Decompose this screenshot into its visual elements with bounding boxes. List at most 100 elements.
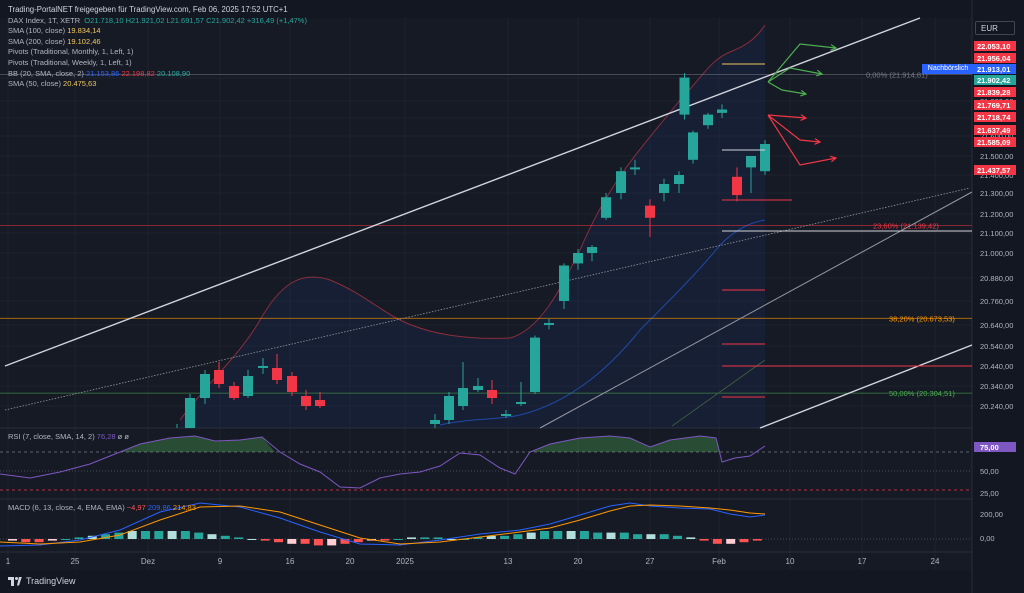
time-tick: 20 — [574, 557, 583, 566]
candle-body — [688, 132, 698, 160]
macd-hist-bar — [659, 534, 669, 539]
projection-arrow-head — [800, 89, 808, 97]
macd-hist: −4,97 — [126, 503, 146, 512]
time-tick: 1 — [6, 557, 11, 566]
candle-body — [760, 144, 770, 172]
rsi-value: 76,28 — [96, 432, 116, 441]
rsi-label: RSI (7, close, SMA, 14, 2) — [8, 432, 95, 441]
macd-hist-bar — [540, 531, 549, 539]
projection-arrow-line — [767, 114, 821, 143]
projection-arrow-head — [814, 138, 822, 145]
candle-body — [679, 77, 690, 115]
candle-body — [717, 109, 727, 113]
price-label-bg — [974, 87, 1016, 97]
footer-brand[interactable]: TradingView — [8, 576, 76, 586]
candle-body — [732, 176, 742, 196]
macd-tick: 200,00 — [980, 510, 1003, 519]
price-tick: 20.240,00 — [980, 402, 1013, 411]
macd-hist-bar — [234, 537, 244, 539]
bb-label: BB (20, SMA, close, 2) — [8, 68, 84, 78]
macd-hist-bar — [553, 531, 563, 539]
macd-pane — [0, 502, 972, 547]
rsi-legend[interactable]: RSI (7, close, SMA, 14, 2) 76,28 ø ø — [8, 432, 129, 441]
macd-hist-bar — [167, 531, 177, 539]
rsi-tick: 75,00 — [980, 443, 999, 452]
bb-fill — [180, 25, 765, 428]
price-label: 21.769,71 — [977, 101, 1010, 110]
macd-line — [0, 502, 766, 547]
macd-hist-bar — [673, 535, 682, 539]
macd-hist-bar — [247, 539, 257, 540]
macd-hist-bar — [47, 539, 57, 541]
macd-hist-bar — [646, 534, 656, 539]
sma200-value: 19.102,46 — [67, 36, 101, 46]
candle-body — [487, 390, 497, 398]
bb-lower: 20.108,90 — [156, 68, 191, 78]
macd-hist-bar — [313, 539, 323, 546]
price-tick: 21.600,00 — [980, 132, 1013, 141]
bb-basis: 21.153,86 — [85, 68, 120, 78]
time-axis: 1 25 Dez 9 16 20 2025 13 20 27 Feb 10 17 24 — [6, 557, 940, 566]
price-label: 21.585,09 — [977, 138, 1010, 147]
legend-sma100[interactable]: SMA (100, close) 19.834,14 — [8, 26, 307, 37]
projection-arrow-line — [767, 43, 837, 83]
macd-hist-bar — [460, 539, 470, 540]
candle-body — [185, 398, 195, 428]
macd-hist-bar — [154, 531, 164, 539]
candle-body — [630, 167, 640, 170]
projection-arrow-head — [830, 44, 838, 51]
candle-body — [573, 253, 583, 264]
price-label: 21.718,74 — [977, 113, 1011, 122]
legend-pivots-weekly[interactable]: Pivots (Traditional, Weekly, 1, Left, 1) — [8, 57, 132, 67]
time-tick: 20 — [346, 557, 355, 566]
price-label-bg — [974, 41, 1016, 51]
macd-hist-bar — [8, 539, 17, 541]
macd-hist-bar — [606, 532, 616, 539]
projection-arrow-line — [767, 67, 823, 83]
currency-button[interactable]: EUR — [975, 21, 1015, 35]
green-diag-line — [671, 359, 766, 427]
rsi-tick: 50,00 — [980, 467, 999, 476]
macd-hist-bar — [593, 532, 603, 539]
macd-signal: 214,83 — [172, 503, 196, 512]
price-tick: 21.500,00 — [980, 152, 1013, 161]
candle-body — [430, 420, 440, 424]
projection-arrows — [767, 43, 838, 166]
legend-bb[interactable]: BB (20, SMA, close, 2) 21.153,86 22.198,… — [8, 69, 307, 80]
macd-hist-bar — [287, 539, 297, 544]
sma100-value: 19.834,14 — [67, 26, 101, 36]
lower-trend-line — [759, 344, 973, 429]
time-tick: Dez — [141, 557, 155, 566]
price-label: 21.913,01 — [977, 65, 1010, 74]
candle-body — [473, 386, 483, 390]
pivot-levels — [722, 63, 972, 398]
macd-hist-bar — [446, 539, 456, 540]
bb-upper-line — [179, 24, 766, 421]
fib-label: 23,60% (21.139,42) — [873, 222, 939, 231]
macd-legend[interactable]: MACD (6, 13, close, 4, EMA, EMA) −4,97 2… — [8, 503, 196, 512]
macd-hist-bar — [752, 539, 762, 541]
candle-body — [544, 323, 554, 325]
legend-sma200[interactable]: SMA (200, close) 19.102,46 — [8, 37, 307, 48]
time-tick: 17 — [858, 557, 867, 566]
candle-body — [272, 368, 282, 380]
price-label-bg — [974, 165, 1016, 175]
price-tick: 20.640,00 — [980, 321, 1013, 330]
macd-hist-bar — [513, 534, 523, 539]
macd-hist-bar — [579, 531, 589, 539]
price-label-bg — [974, 112, 1016, 122]
macd-hist-bar — [686, 537, 696, 539]
legend-sma50[interactable]: SMA (50, close) 20.475,63 — [8, 79, 307, 90]
candle-body — [301, 396, 311, 406]
candle-body — [287, 376, 297, 392]
price-tick: 21.100,00 — [980, 229, 1013, 238]
price-tick: 21.200,00 — [980, 210, 1013, 219]
macd-hist-bar — [486, 535, 496, 539]
published-note: Trading-PortalNET freigegeben für Tradin… — [8, 5, 288, 14]
price-label-bg — [974, 53, 1016, 63]
price-label-bg — [974, 75, 1016, 85]
legend-pivots-monthly[interactable]: Pivots (Traditional, Monthly, 1, Left, 1… — [8, 47, 134, 57]
price-tick: 20.760,00 — [980, 297, 1013, 306]
